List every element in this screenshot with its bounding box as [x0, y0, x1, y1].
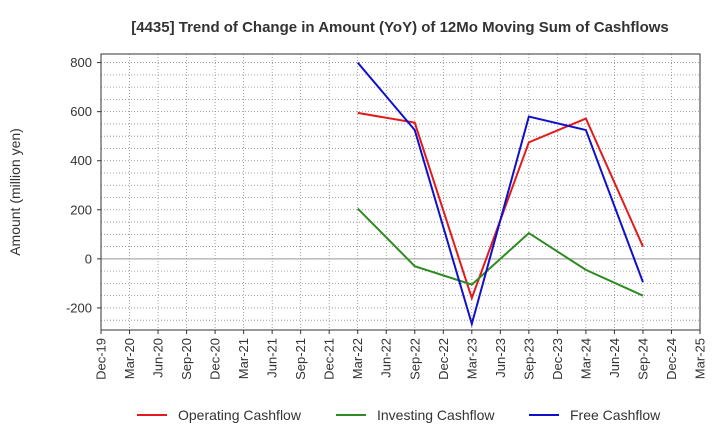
x-tick-label: Dec-19	[94, 338, 109, 380]
x-tick-label: Dec-21	[322, 338, 337, 380]
legend: Operating Cashflow Investing Cashflow Free…	[137, 407, 661, 423]
legend-label: Free Cashflow	[570, 407, 661, 423]
y-tick-label: 600	[70, 104, 92, 119]
x-tick-label: Mar-24	[578, 338, 593, 379]
x-tick-label: Dec-20	[208, 338, 223, 380]
x-tick-label: Mar-22	[350, 338, 365, 379]
x-tick-label: Mar-23	[464, 338, 479, 379]
series-lines	[356, 61, 644, 328]
x-tick-labels: Dec-19 Mar-20 Jun-20 Sep-20 Dec-20 Mar-21 Jun-…	[94, 330, 708, 380]
legend-label: Operating Cashflow	[178, 407, 302, 423]
x-tick-label: Sep-23	[521, 338, 536, 380]
series-line-free-cashflow	[356, 61, 644, 328]
x-tick-label: Mar-20	[122, 338, 137, 379]
x-tick-label: Sep-22	[407, 338, 422, 380]
y-tick-label: 0	[85, 251, 92, 266]
x-tick-label: Mar-25	[693, 338, 708, 379]
y-tick-label: -200	[66, 300, 92, 315]
x-tick-label: Sep-24	[635, 338, 650, 380]
x-tick-label: Dec-23	[550, 338, 565, 380]
plot-frame	[100, 53, 701, 331]
y-tick-labels: 800 600 400 200 0 -200	[66, 55, 101, 315]
x-tick-label: Jun-22	[379, 338, 394, 378]
x-tick-label: Jun-24	[607, 338, 622, 378]
y-tick-label: 200	[70, 202, 92, 217]
x-tick-label: Mar-21	[236, 338, 251, 379]
x-tick-label: Jun-23	[493, 338, 508, 378]
series-line-investing-cashflow	[357, 207, 644, 297]
legend-label: Investing Cashflow	[377, 407, 495, 423]
x-tick-label: Jun-20	[151, 338, 166, 378]
x-tick-label: Dec-24	[664, 338, 679, 380]
x-tick-label: Sep-21	[293, 338, 308, 380]
x-tick-label: Jun-21	[265, 338, 280, 378]
y-tick-label: 800	[70, 55, 92, 70]
y-axis-label: Amount (million yen)	[7, 128, 23, 256]
x-tick-label: Dec-22	[436, 338, 451, 380]
chart-title: [4435] Trend of Change in Amount (YoY) o…	[131, 19, 669, 36]
x-tick-label: Sep-20	[179, 338, 194, 380]
y-tick-label: 400	[70, 153, 92, 168]
